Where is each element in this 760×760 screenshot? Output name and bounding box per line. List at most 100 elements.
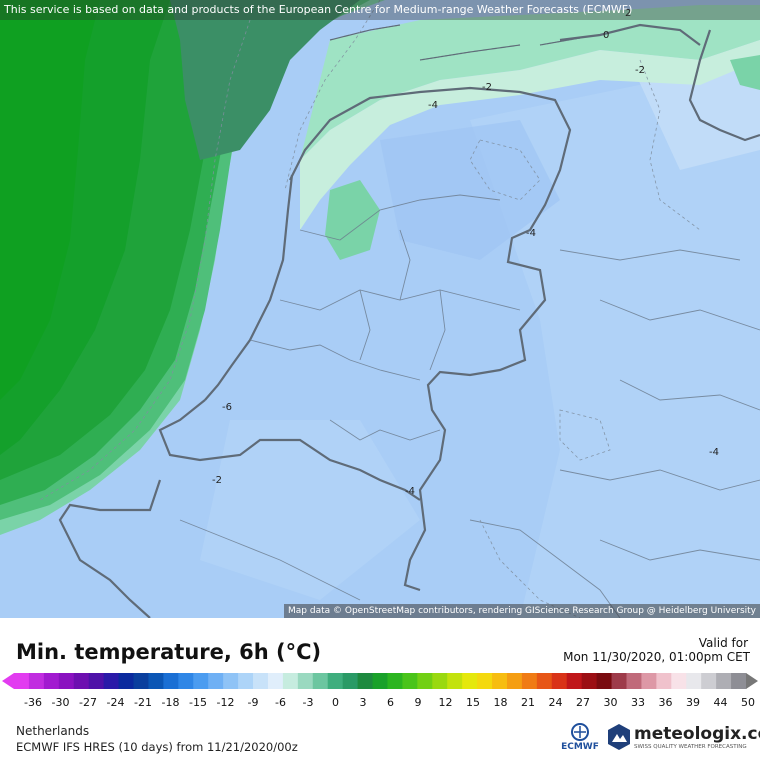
region-name: Netherlands bbox=[16, 724, 90, 738]
scale-swatch bbox=[686, 673, 702, 689]
scale-swatch bbox=[58, 673, 75, 689]
scale-swatch bbox=[671, 673, 687, 689]
scale-swatch bbox=[521, 673, 538, 689]
scale-swatch bbox=[432, 673, 448, 689]
scale-swatch bbox=[402, 673, 418, 689]
contour-label: -2 bbox=[635, 65, 645, 76]
scale-swatch bbox=[611, 673, 627, 689]
ecmwf-label: ECMWF bbox=[561, 742, 599, 752]
scale-swatch bbox=[163, 673, 179, 689]
scale-tick-label: 39 bbox=[686, 696, 700, 709]
scale-swatch bbox=[327, 673, 344, 689]
scale-swatch bbox=[641, 673, 657, 689]
scale-tick-label: -36 bbox=[24, 696, 42, 709]
scale-tick-label: -21 bbox=[134, 696, 152, 709]
contour-label: -2 bbox=[482, 82, 492, 93]
scale-swatch bbox=[731, 673, 747, 689]
scale-tick-label: -24 bbox=[106, 696, 125, 709]
scale-tick-label: 15 bbox=[466, 696, 480, 709]
scale-arrow-right bbox=[746, 673, 758, 689]
scale-swatch bbox=[297, 673, 314, 689]
meteologix-icon bbox=[608, 724, 630, 750]
forecast-map[interactable]: 2 0 -2 -2 -4 -4 -6 -2 -4 -4 This service… bbox=[0, 0, 760, 618]
meteologix-name: meteologix.com bbox=[634, 724, 760, 744]
meteologix-tagline: SWISS QUALITY WEATHER FORECASTING bbox=[634, 744, 747, 750]
scale-tick-label: -3 bbox=[302, 696, 314, 709]
scale-tick-label: 12 bbox=[438, 696, 453, 709]
scale-swatch bbox=[372, 673, 388, 689]
ecmwf-logo[interactable]: ECMWF bbox=[560, 722, 600, 756]
scale-swatch bbox=[238, 673, 254, 689]
color-scale-labels: -36 -30 -27 -24 -21 -18 -15 -12 -9 -6 -3 0 3 6 9 12 15 18… bbox=[0, 696, 760, 710]
scale-swatch bbox=[28, 673, 45, 689]
scale-tick-label: 24 bbox=[548, 696, 563, 709]
scale-tick-label: 36 bbox=[658, 696, 673, 709]
scale-swatch bbox=[701, 673, 717, 689]
scale-tick-label: 0 bbox=[332, 696, 339, 709]
valid-date: Mon 11/30/2020, 01:00pm CET bbox=[563, 650, 750, 664]
scale-swatch bbox=[148, 673, 164, 689]
scale-swatch bbox=[656, 673, 672, 689]
legend-panel: Min. temperature, 6h (°C) Valid for Mon … bbox=[0, 618, 760, 760]
scale-tick-label: -30 bbox=[51, 696, 70, 709]
scale-swatch bbox=[536, 673, 553, 689]
map-canvas: 2 0 -2 -2 -4 -4 -6 -2 -4 -4 bbox=[0, 0, 760, 618]
scale-swatch bbox=[417, 673, 433, 689]
scale-swatch bbox=[208, 673, 224, 689]
scale-tick-label: 18 bbox=[493, 696, 508, 709]
scale-swatch bbox=[506, 673, 523, 689]
scale-tick-label: 3 bbox=[359, 696, 367, 709]
map-credit[interactable]: Map data © OpenStreetMap contributors, r… bbox=[284, 604, 760, 618]
scale-tick-label: -18 bbox=[161, 696, 180, 709]
contour-label: -4 bbox=[428, 100, 438, 111]
contour-label: -2 bbox=[212, 475, 222, 486]
contour-label: -4 bbox=[405, 486, 415, 497]
scale-swatch bbox=[118, 673, 135, 689]
meteologix-logo[interactable]: meteologix.com SWISS QUALITY WEATHER FOR… bbox=[606, 722, 760, 756]
contour-label: -4 bbox=[526, 228, 536, 239]
scale-swatch bbox=[133, 673, 149, 689]
scale-tick-label: 44 bbox=[713, 696, 728, 709]
scale-swatch bbox=[447, 673, 463, 689]
scale-swatch bbox=[492, 673, 508, 689]
scale-swatch bbox=[477, 673, 493, 689]
scale-tick-label: 27 bbox=[576, 696, 590, 709]
scale-swatch bbox=[282, 673, 299, 689]
scale-tick-label: 21 bbox=[521, 696, 535, 709]
scale-swatch bbox=[14, 673, 30, 689]
color-scale: -36 -30 -27 -24 -21 -18 -15 -12 -9 -6 -3 0 3 6 9 12 15 18… bbox=[0, 670, 760, 710]
scale-tick-label: 33 bbox=[631, 696, 645, 709]
scale-swatch bbox=[223, 673, 239, 689]
valid-label: Valid for bbox=[698, 636, 748, 650]
scale-swatch bbox=[716, 673, 732, 689]
scale-swatch bbox=[596, 673, 613, 689]
scale-swatch bbox=[551, 673, 568, 689]
scale-swatch bbox=[73, 673, 90, 689]
contour-label: -4 bbox=[709, 447, 719, 458]
scale-swatch bbox=[88, 673, 105, 689]
contour-label: 0 bbox=[603, 30, 609, 41]
scale-swatch bbox=[581, 673, 598, 689]
scale-swatch bbox=[342, 673, 359, 689]
model-run: ECMWF IFS HRES (10 days) from 11/21/2020… bbox=[16, 740, 298, 754]
scale-swatch bbox=[312, 673, 329, 689]
scale-tick-label: 9 bbox=[414, 696, 422, 709]
attribution-text: This service is based on data and produc… bbox=[4, 3, 633, 16]
scale-swatch bbox=[178, 673, 194, 689]
scale-tick-label: 50 bbox=[741, 696, 755, 709]
scale-swatch bbox=[267, 673, 284, 689]
scale-tick-label: -6 bbox=[275, 696, 286, 709]
scale-swatch bbox=[193, 673, 209, 689]
scale-swatch bbox=[43, 673, 60, 689]
contour-label: -6 bbox=[222, 402, 232, 413]
scale-tick-label: 30 bbox=[603, 696, 618, 709]
scale-tick-label: 6 bbox=[387, 696, 394, 709]
scale-tick-label: -9 bbox=[247, 696, 259, 709]
scale-swatch bbox=[253, 673, 269, 689]
scale-arrow-left bbox=[2, 673, 14, 689]
scale-tick-label: -15 bbox=[189, 696, 207, 709]
scale-swatch bbox=[462, 673, 478, 689]
attribution-banner: This service is based on data and produc… bbox=[0, 0, 760, 20]
scale-tick-label: -12 bbox=[216, 696, 235, 709]
scale-swatch bbox=[566, 673, 583, 689]
